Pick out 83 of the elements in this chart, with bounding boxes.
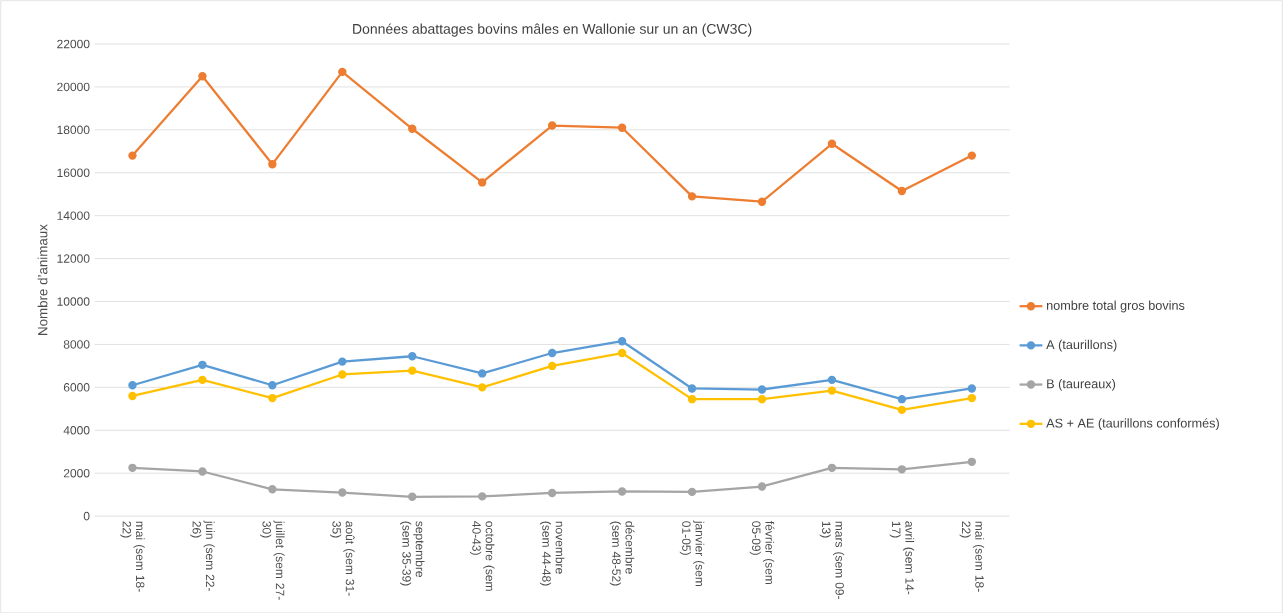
point: [338, 370, 347, 379]
point: [897, 394, 907, 404]
point: [617, 348, 627, 357]
x-tick-label: décembre (sem 48-52): [609, 521, 635, 586]
point: [897, 186, 907, 195]
point: [408, 124, 417, 133]
y-tick-label: 0: [83, 511, 90, 521]
point: [128, 391, 137, 400]
point: [128, 463, 137, 472]
point: [408, 492, 417, 501]
legend-label: AS + AE (taurillons conformés): [1046, 417, 1219, 430]
y-tick-label: 20000: [57, 82, 90, 91]
point: [338, 357, 347, 366]
legend-label: nombre total gros bovins: [1046, 300, 1185, 313]
point: [827, 375, 837, 384]
point: [128, 151, 137, 160]
point: [757, 482, 767, 491]
y-tick-label: 2000: [63, 468, 90, 478]
point: [757, 394, 767, 404]
y-tick-label: 16000: [57, 168, 90, 177]
x-tick-label: juin (sem 22-26): [190, 520, 215, 591]
point: [268, 484, 277, 494]
x-tick-label: septembre (sem 35-39): [399, 520, 425, 586]
y-tick-label: 6000: [63, 382, 90, 392]
point: [687, 394, 697, 404]
point: [198, 467, 207, 476]
point: [547, 121, 557, 130]
point: [198, 360, 207, 369]
point: [408, 366, 417, 375]
point: [268, 159, 277, 169]
point: [827, 386, 837, 395]
x-tick-label: mai (sem 18-22): [959, 521, 985, 592]
y-tick-label: 8000: [63, 339, 90, 349]
y-tick-label: 4000: [63, 425, 90, 435]
point: [967, 151, 977, 160]
point: [268, 393, 277, 403]
point: [967, 384, 977, 393]
x-tick-label: juillet (sem 27-30): [260, 520, 285, 600]
legend-label: B (taureaux): [1047, 378, 1116, 391]
y-tick-label: 12000: [57, 254, 90, 263]
point: [687, 191, 697, 201]
point: [477, 382, 487, 392]
y-tick-label: 14000: [57, 211, 90, 220]
point: [408, 351, 417, 361]
x-tick-label: novembre (sem 44-48): [539, 521, 565, 586]
x-tick-label: avril (sem 14-17): [889, 521, 915, 595]
point: [128, 380, 137, 390]
point: [827, 139, 837, 148]
point: [547, 348, 557, 357]
point: [338, 67, 347, 76]
x-tick-label: août (sem 31-35): [330, 521, 355, 596]
point: [757, 197, 767, 206]
x-tick-label: octobre (sem 40-43): [469, 520, 495, 591]
y-tick-label: 10000: [57, 297, 90, 306]
point: [897, 464, 907, 474]
point: [268, 380, 277, 390]
point: [547, 361, 557, 370]
point: [687, 487, 697, 496]
point: [477, 177, 487, 187]
point: [967, 393, 977, 403]
point: [617, 123, 627, 132]
point: [967, 457, 977, 466]
point: [897, 405, 907, 414]
x-tick-label: janvier (sem 01-05): [679, 520, 705, 586]
point: [617, 336, 627, 346]
y-tick-label: 22000: [57, 39, 90, 49]
point: [687, 384, 697, 393]
point: [547, 488, 557, 497]
x-tick-label: mai (sem 18-22): [120, 521, 145, 592]
point: [827, 463, 837, 472]
x-tick-label: février (sem 05-09): [749, 520, 775, 584]
y-axis-title: Nombre d’animaux: [37, 224, 48, 335]
point: [198, 375, 207, 384]
y-tick-label: 18000: [57, 125, 90, 134]
point: [617, 487, 627, 496]
point: [757, 385, 767, 394]
point: [338, 488, 347, 497]
point: [477, 491, 487, 501]
x-tick-label: mars (sem 09-13): [819, 521, 845, 599]
legend-label: A (taurillons): [1046, 339, 1117, 352]
chart-title: Données abattages bovins mâles en Wallonie sur un an (CW3C): [353, 23, 752, 37]
point: [198, 71, 207, 81]
point: [477, 368, 487, 378]
